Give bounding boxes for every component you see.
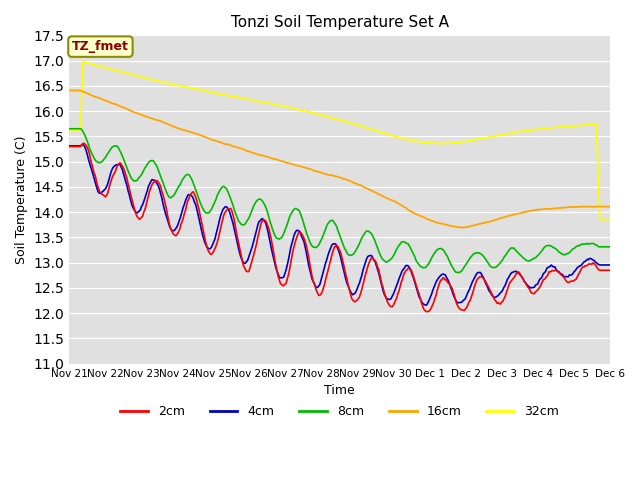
Y-axis label: Soil Temperature (C): Soil Temperature (C) bbox=[15, 135, 28, 264]
Title: Tonzi Soil Temperature Set A: Tonzi Soil Temperature Set A bbox=[230, 15, 449, 30]
Text: TZ_fmet: TZ_fmet bbox=[72, 40, 129, 53]
X-axis label: Time: Time bbox=[324, 384, 355, 397]
Legend: 2cm, 4cm, 8cm, 16cm, 32cm: 2cm, 4cm, 8cm, 16cm, 32cm bbox=[115, 400, 564, 423]
